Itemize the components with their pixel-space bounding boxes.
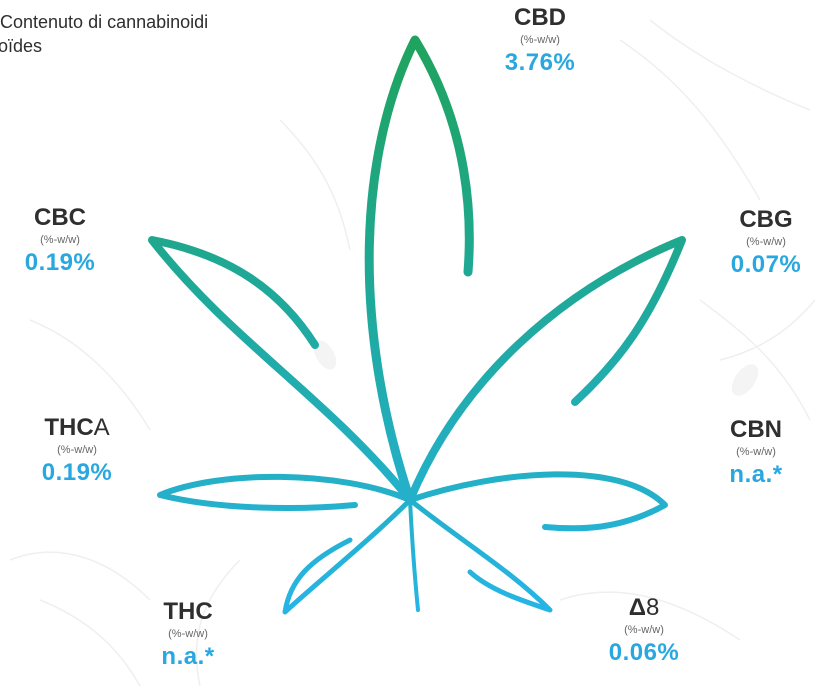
cannabinoid-unit: (%-w/w) (57, 444, 97, 456)
cannabinoid-value: 0.19% (41, 459, 113, 486)
leaf-top (364, 35, 474, 505)
cannabinoid-value: 0.07% (730, 251, 802, 278)
leaf-stem (408, 498, 420, 612)
cannabinoid-value: n.a.* (161, 643, 215, 670)
cannabinoid-name: THC (163, 598, 213, 625)
cannabinoid-value: n.a.* (729, 461, 783, 488)
cannabinoid-unit: (%-w/w) (168, 628, 208, 640)
cannabinoid-thca: THCA (%-w/w) 0.19% (7, 414, 147, 488)
header-subtitle: oïdes (0, 36, 43, 56)
cannabinoid-name: Δ8 (628, 594, 660, 621)
cannabinoid-name: THCA (44, 414, 110, 441)
cannabinoid-name: CBD (514, 4, 566, 31)
cannabinoid-cbn: CBN (%-w/w) n.a.* (686, 416, 817, 490)
cannabinoid-name: CBC (34, 204, 86, 231)
leaf-lower-right (407, 497, 553, 613)
header-title: Contenuto di cannabinoidi (0, 12, 209, 32)
cannabinoid-cbd: CBD (%-w/w) 3.76% (470, 4, 610, 78)
leaf-upper-left (148, 236, 414, 504)
cannabinoid-delta8: Δ8 (%-w/w) 0.06% (574, 594, 714, 668)
cannabinoid-value: 3.76% (504, 49, 576, 76)
cannabinoid-thc: THC (%-w/w) n.a.* (118, 598, 258, 672)
cannabinoid-unit: (%-w/w) (746, 236, 786, 248)
cannabinoid-cbc: CBC (%-w/w) 0.19% (0, 204, 130, 278)
leaf-upper-right (406, 236, 686, 504)
cannabinoid-unit: (%-w/w) (40, 234, 80, 246)
leaf-lower-left (282, 497, 413, 615)
cannabinoid-unit: (%-w/w) (520, 34, 560, 46)
cannabinoid-cbg: CBG (%-w/w) 0.07% (696, 206, 817, 280)
cannabinoid-name: CBN (730, 416, 782, 443)
header: Contenuto di cannabinoidi oïdes (0, 10, 208, 58)
leaf-right (407, 471, 668, 532)
cannabinoid-unit: (%-w/w) (624, 624, 664, 636)
cannabinoid-name: CBG (739, 206, 793, 233)
cannabinoid-value: 0.06% (608, 639, 680, 666)
cannabinoid-value: 0.19% (24, 249, 96, 276)
leaf-left (157, 473, 413, 511)
cannabinoid-unit: (%-w/w) (736, 446, 776, 458)
